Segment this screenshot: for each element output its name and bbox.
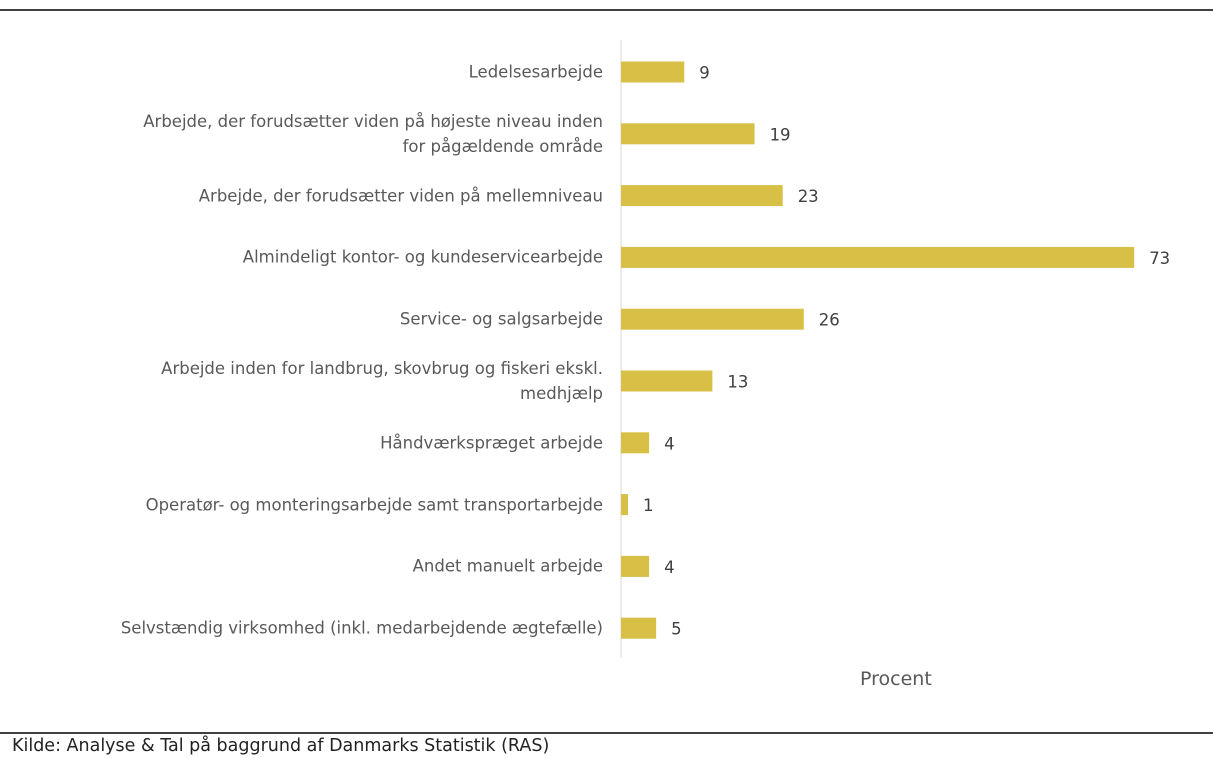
- category-label: Selvstændig virksomhed (inkl. medarbejde…: [120, 618, 603, 638]
- bar: [621, 617, 657, 639]
- bar: [621, 494, 629, 516]
- x-axis-label: Procent: [860, 668, 932, 690]
- value-label: 13: [727, 373, 748, 392]
- category-label: Operatør- og monteringsarbejde samt tran…: [145, 495, 603, 515]
- value-label: 1: [643, 496, 654, 515]
- bar: [621, 308, 804, 330]
- bar: [621, 246, 1135, 268]
- value-label: 4: [664, 434, 675, 453]
- category-label: Service- og salgsarbejde: [399, 309, 603, 329]
- value-label: 4: [664, 558, 675, 577]
- category-label: Ledelsesarbejde: [468, 62, 603, 82]
- value-label: 19: [770, 125, 791, 144]
- value-label: 73: [1149, 249, 1170, 268]
- bar: [621, 555, 650, 577]
- bar: [621, 370, 713, 392]
- bar: [621, 61, 685, 83]
- category-label: Arbejde, der forudsætter viden på mellem…: [198, 186, 603, 206]
- value-label: 9: [699, 64, 710, 83]
- value-label: 26: [819, 311, 840, 330]
- category-label: Arbejde inden for landbrug, skovbrug og …: [161, 359, 603, 403]
- bar: [621, 123, 755, 145]
- category-label: Håndværkspræget arbejde: [380, 433, 603, 453]
- category-label: Arbejde, der forudsætter viden på højest…: [143, 111, 603, 156]
- value-label: 23: [798, 187, 819, 206]
- bar: [621, 432, 650, 454]
- category-label: Andet manuelt arbejde: [412, 556, 603, 576]
- value-label: 5: [671, 620, 682, 639]
- bar: [621, 185, 783, 207]
- source-note: Kilde: Analyse & Tal på baggrund af Danm…: [12, 736, 550, 756]
- category-label: Almindeligt kontor- og kundeservicearbej…: [242, 247, 603, 267]
